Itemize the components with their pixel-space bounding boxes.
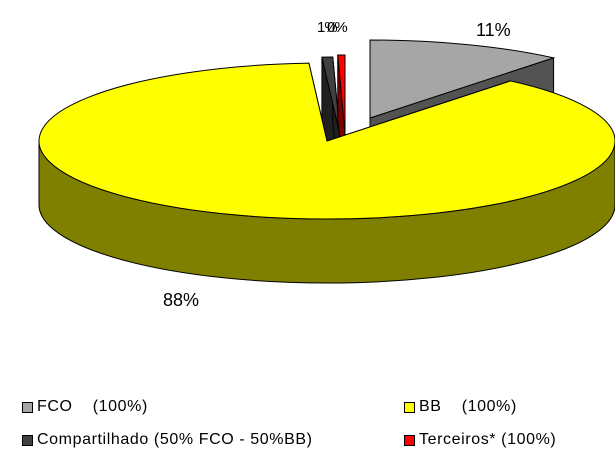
data-label-bb: 88% (163, 290, 199, 310)
pie-slices (38, 39, 615, 284)
pie-labels: 11% 88% 1% 0% (163, 19, 511, 310)
data-label-fco: 11% (476, 20, 511, 40)
slice-compartilhado (321, 56, 341, 136)
slice-terceiros (337, 54, 346, 134)
data-label-compartilhado: 1% (317, 19, 337, 36)
slice-fco (369, 39, 556, 119)
data-label-terceiros: 0% (327, 19, 347, 36)
